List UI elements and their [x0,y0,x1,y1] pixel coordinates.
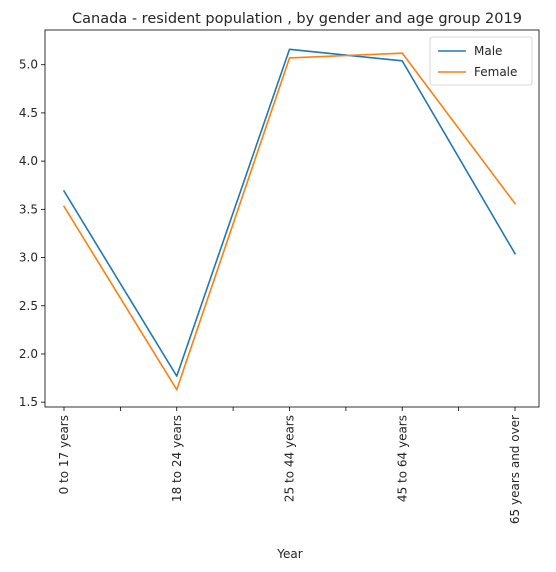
y-tick-label: 3.5 [19,202,38,216]
legend-label-female: Female [474,65,517,79]
series-lines [62,48,517,391]
legend-label-male: Male [474,44,502,58]
y-tick-label: 4.0 [19,154,38,168]
series-line-female [62,52,517,391]
legend-box [429,36,533,86]
legend: Male Female [429,36,533,86]
y-tick-label: 3.0 [19,251,38,265]
x-tick-label: 45 to 64 years [395,415,409,502]
y-tick-label: 5.0 [19,58,38,72]
x-tick-label: 0 to 17 years [57,415,71,494]
y-tick-label: 1.5 [19,395,38,409]
x-axis-label: Year [276,547,302,561]
y-axis: 1.5 2.0 2.5 3.0 3.5 4.0 4.5 5.0 [19,58,45,409]
chart-title: Canada - resident population , by gender… [72,11,522,27]
plot-area [44,29,540,408]
y-tick-label: 2.0 [19,347,38,361]
x-tick-label: 25 to 44 years [283,415,297,502]
x-tick-label: 65 years and over [508,415,522,524]
series-line-male [62,48,517,377]
y-tick-label: 4.5 [19,106,38,120]
y-tick-label: 2.5 [19,299,38,313]
x-tick-label: 18 to 24 years [170,415,184,502]
x-axis: 0 to 17 years 18 to 24 years 25 to 44 year… [57,407,522,524]
